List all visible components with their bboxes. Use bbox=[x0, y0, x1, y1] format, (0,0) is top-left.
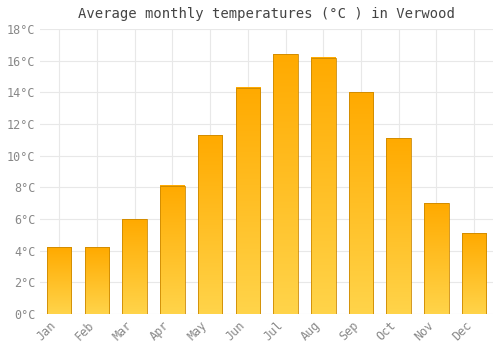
Bar bbox=[348, 92, 374, 314]
Bar bbox=[462, 233, 486, 314]
Bar bbox=[122, 219, 147, 314]
Bar bbox=[160, 186, 184, 314]
Bar bbox=[47, 247, 72, 314]
Bar bbox=[236, 88, 260, 314]
Bar bbox=[424, 203, 448, 314]
Bar bbox=[274, 54, 298, 314]
Title: Average monthly temperatures (°C ) in Verwood: Average monthly temperatures (°C ) in Ve… bbox=[78, 7, 455, 21]
Bar bbox=[84, 247, 109, 314]
Bar bbox=[198, 135, 222, 314]
Bar bbox=[386, 138, 411, 314]
Bar bbox=[311, 57, 336, 314]
